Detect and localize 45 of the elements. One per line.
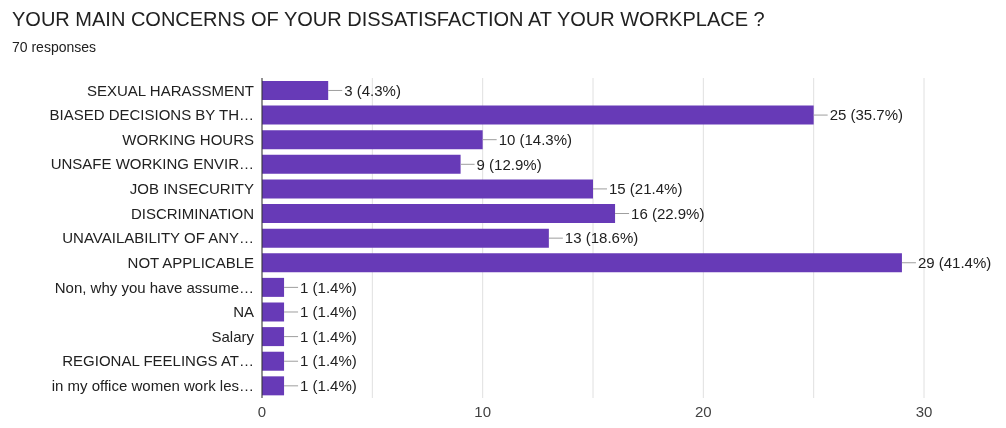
y-tick-label: UNAVAILABILITY OF ANY… (62, 229, 254, 247)
data-label: 29 (41.4%) (917, 254, 992, 272)
data-label: 1 (1.4%) (300, 303, 357, 321)
data-label: 25 (35.7%) (829, 106, 904, 124)
data-label: 15 (21.4%) (609, 180, 683, 198)
y-tick-label: Non, why you have assume… (54, 278, 254, 296)
data-label: 9 (12.9%) (476, 155, 542, 173)
data-label: 10 (14.3%) (498, 130, 573, 148)
bar (262, 179, 593, 199)
bar (262, 253, 902, 273)
y-tick-label: JOB INSECURITY (129, 180, 254, 198)
y-tick-label: in my office women work les… (51, 377, 254, 395)
bar (262, 130, 483, 150)
y-tick-label: NA (233, 303, 254, 321)
bar (262, 105, 814, 125)
data-label: 3 (4.3%) (344, 81, 401, 99)
data-label: 1 (1.4%) (300, 327, 357, 345)
x-tick-label: 20 (694, 402, 712, 420)
y-tick-label: BIASED DECISIONS BY TH… (49, 106, 254, 124)
data-label: 16 (22.9%) (631, 204, 705, 222)
chart-title: YOUR MAIN CONCERNS OF YOUR DISSATISFACTION AT YOUR WORKPLACE ? (12, 8, 765, 31)
data-label: 1 (1.4%) (300, 377, 357, 395)
y-tick-label: DISCRIMINATION (130, 204, 254, 222)
x-tick-label: 10 (474, 402, 492, 420)
y-tick-label: WORKING HOURS (122, 130, 254, 148)
x-tick-label: 30 (915, 402, 933, 420)
y-tick-label: REGIONAL FEELINGS AT… (62, 352, 254, 370)
bar (262, 154, 461, 174)
bar (262, 277, 285, 297)
data-label: 1 (1.4%) (300, 278, 357, 296)
x-tick-label: 0 (257, 402, 267, 420)
bar (262, 302, 285, 322)
bar (262, 351, 285, 371)
data-label: 1 (1.4%) (300, 352, 357, 370)
bar (262, 204, 616, 224)
bar (262, 228, 549, 248)
bar (262, 80, 329, 100)
y-tick-label: UNSAFE WORKING ENVIR… (50, 155, 254, 173)
text: 70 responses (12, 39, 97, 55)
y-tick-label: SEXUAL HARASSMENT (87, 81, 254, 99)
y-tick-label: Salary (211, 327, 255, 345)
data-label: 13 (18.6%) (564, 229, 639, 247)
bar (262, 327, 285, 347)
y-tick-label: NOT APPLICABLE (127, 253, 254, 271)
bar (262, 376, 285, 396)
